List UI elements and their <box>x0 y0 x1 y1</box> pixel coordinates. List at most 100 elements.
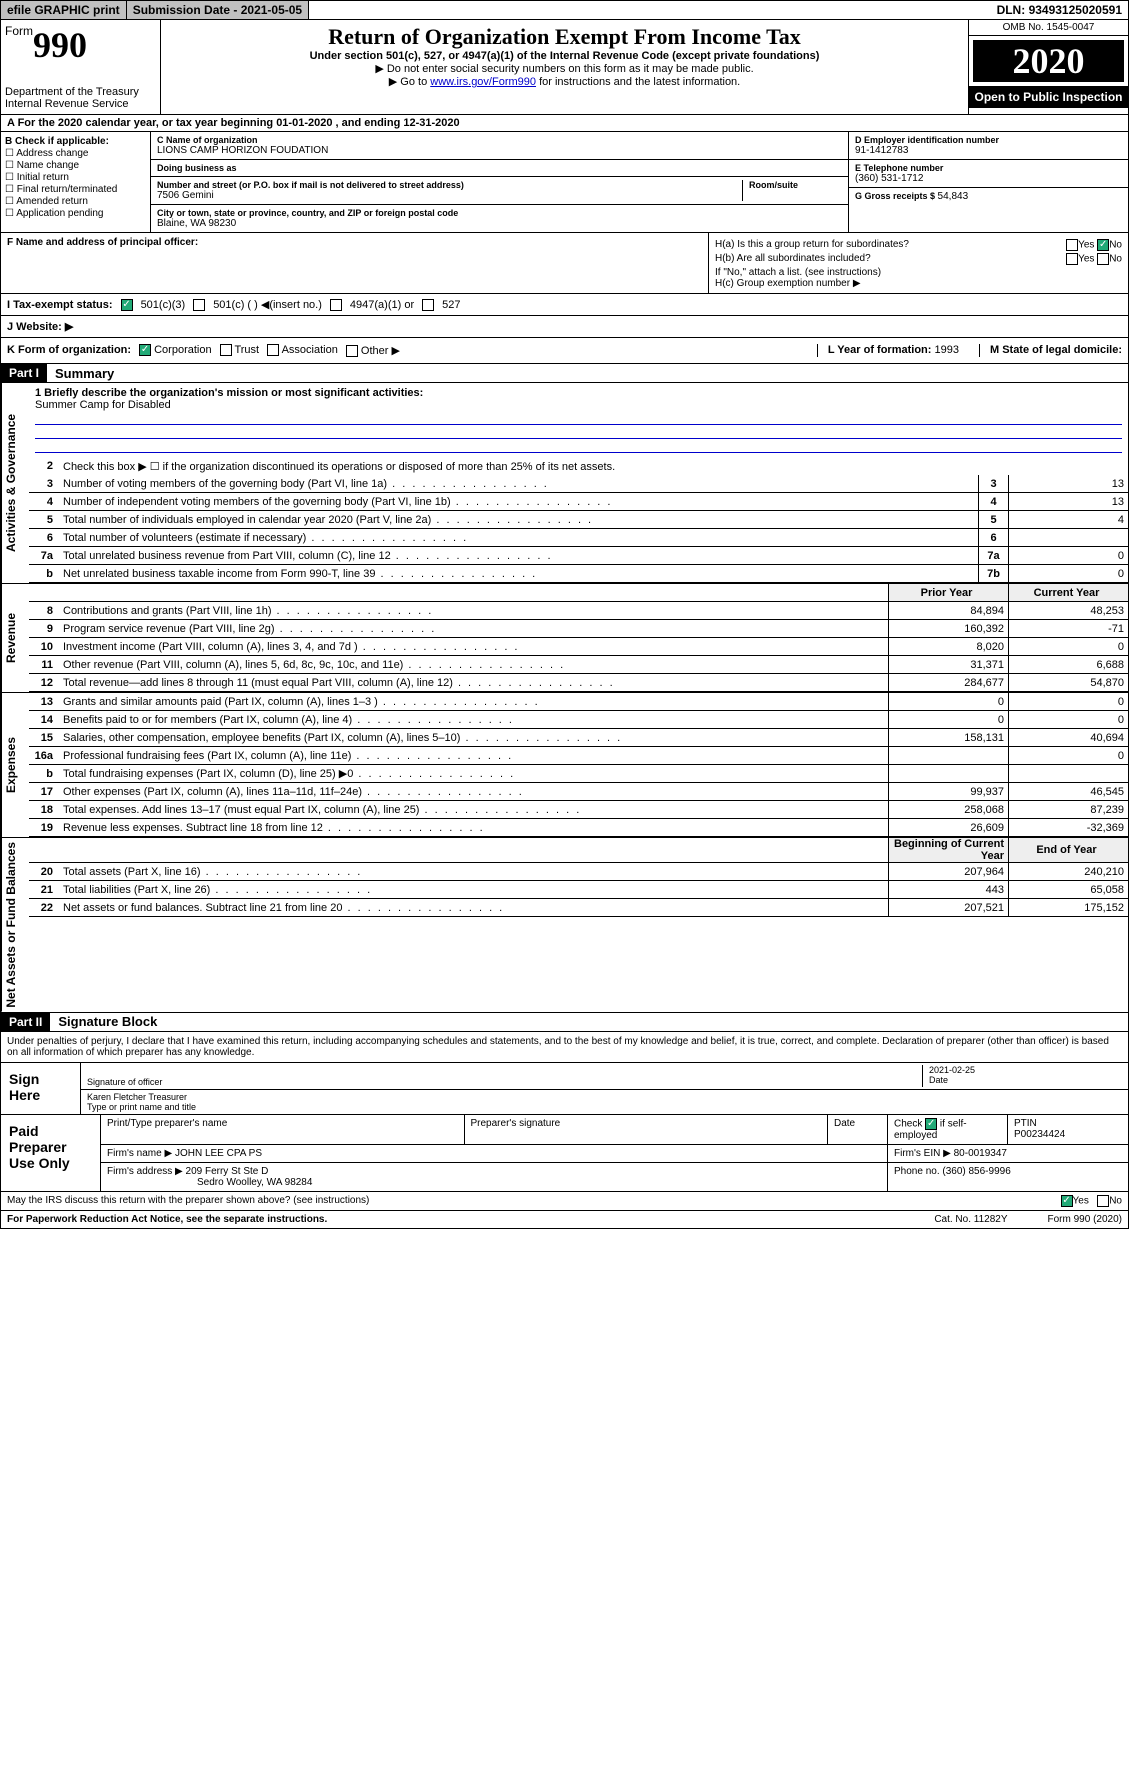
cb-self-employed[interactable]: ✓ <box>925 1118 937 1130</box>
side-expenses: Expenses <box>1 693 29 837</box>
penalty-text: Under penalties of perjury, I declare th… <box>1 1032 1128 1063</box>
cb-other[interactable] <box>346 345 358 357</box>
dln: DLN: 93493125020591 <box>991 1 1128 19</box>
box-c: C Name of organization LIONS CAMP HORIZO… <box>151 132 848 232</box>
sig-date: 2021-02-25 <box>929 1065 1122 1075</box>
paid-preparer-label: Paid Preparer Use Only <box>1 1115 101 1191</box>
street: 7506 Gemini <box>157 190 742 201</box>
box-b: B Check if applicable: ☐ Address change … <box>1 132 151 232</box>
hb-no[interactable] <box>1097 253 1109 265</box>
year-formation: 1993 <box>934 344 958 356</box>
hb-label: H(b) Are all subordinates included? <box>715 253 871 265</box>
line-20: 20Total assets (Part X, line 16)207,9642… <box>29 863 1128 881</box>
ha-label: H(a) Is this a group return for subordin… <box>715 239 909 251</box>
gross-receipts: 54,843 <box>938 191 969 202</box>
firm-name: JOHN LEE CPA PS <box>175 1148 262 1159</box>
cb-initial-return[interactable]: ☐ Initial return <box>5 172 146 183</box>
line-11: 11Other revenue (Part VIII, column (A), … <box>29 656 1128 674</box>
cb-trust[interactable] <box>220 344 232 356</box>
cb-527[interactable] <box>422 299 434 311</box>
ha-no[interactable]: ✓ <box>1097 239 1109 251</box>
submission-date: Submission Date - 2021-05-05 <box>126 1 309 19</box>
form-number: 990 <box>33 25 87 65</box>
signature-block: Under penalties of perjury, I declare th… <box>0 1032 1129 1115</box>
top-bar: efile GRAPHIC print Submission Date - 20… <box>0 0 1129 20</box>
row-j-website: J Website: ▶ <box>0 316 1129 338</box>
side-revenue: Revenue <box>1 584 29 692</box>
ha-yes[interactable] <box>1066 239 1078 251</box>
efile-label[interactable]: efile GRAPHIC print <box>1 1 126 19</box>
line-18: 18Total expenses. Add lines 13–17 (must … <box>29 801 1128 819</box>
row-a-period: A For the 2020 calendar year, or tax yea… <box>0 115 1129 132</box>
part-ii-header: Part II Signature Block <box>0 1013 1129 1032</box>
cb-501c3[interactable]: ✓ <box>121 299 133 311</box>
ein: 91-1412783 <box>855 145 1122 156</box>
line-9: 9Program service revenue (Part VIII, lin… <box>29 620 1128 638</box>
side-governance: Activities & Governance <box>1 383 29 583</box>
discuss-no[interactable] <box>1097 1195 1109 1207</box>
cat-no: Cat. No. 11282Y <box>934 1214 1007 1225</box>
line-16a: 16aProfessional fundraising fees (Part I… <box>29 747 1128 765</box>
revenue-section: Revenue Prior YearCurrent Year 8Contribu… <box>0 584 1129 693</box>
cb-address-change[interactable]: ☐ Address change <box>5 148 146 159</box>
section-f-h: F Name and address of principal officer:… <box>0 233 1129 294</box>
officer-name: Karen Fletcher Treasurer <box>87 1092 1122 1102</box>
line-13: 13Grants and similar amounts paid (Part … <box>29 693 1128 711</box>
expenses-section: Expenses 13Grants and similar amounts pa… <box>0 693 1129 838</box>
cb-corp[interactable]: ✓ <box>139 344 151 356</box>
cb-name-change[interactable]: ☐ Name change <box>5 160 146 171</box>
goto-note: ▶ Go to www.irs.gov/Form990 for instruct… <box>165 75 964 88</box>
sign-here-label: Sign Here <box>1 1063 81 1114</box>
line-7a: 7aTotal unrelated business revenue from … <box>29 547 1128 565</box>
line-19: 19Revenue less expenses. Subtract line 1… <box>29 819 1128 837</box>
cb-4947[interactable] <box>330 299 342 311</box>
sig-officer-label: Signature of officer <box>87 1077 922 1087</box>
line-21: 21Total liabilities (Part X, line 26)443… <box>29 881 1128 899</box>
side-netassets: Net Assets or Fund Balances <box>1 838 29 1012</box>
dept-label: Department of the Treasury <box>5 86 156 98</box>
hc-label: H(c) Group exemption number ▶ <box>715 278 1122 289</box>
form-ref: Form 990 (2020) <box>1048 1214 1122 1225</box>
line-5: 5Total number of individuals employed in… <box>29 511 1128 529</box>
cb-501c[interactable] <box>193 299 205 311</box>
line-7b: bNet unrelated business taxable income f… <box>29 565 1128 583</box>
form-word: Form <box>5 24 33 38</box>
irs-link[interactable]: www.irs.gov/Form990 <box>430 76 536 88</box>
cb-final-return[interactable]: ☐ Final return/terminated <box>5 184 146 195</box>
hb-yes[interactable] <box>1066 253 1078 265</box>
firm-ein: 80-0019347 <box>954 1148 1007 1159</box>
line-3: 3Number of voting members of the governi… <box>29 475 1128 493</box>
ssn-note: ▶ Do not enter social security numbers o… <box>165 62 964 75</box>
line-10: 10Investment income (Part VIII, column (… <box>29 638 1128 656</box>
preparer-block: Paid Preparer Use Only Print/Type prepar… <box>0 1115 1129 1192</box>
line-b: bTotal fundraising expenses (Part IX, co… <box>29 765 1128 783</box>
line-4: 4Number of independent voting members of… <box>29 493 1128 511</box>
line-6: 6Total number of volunteers (estimate if… <box>29 529 1128 547</box>
city: Blaine, WA 98230 <box>157 218 842 229</box>
tax-year: 2020 <box>969 36 1128 86</box>
telephone: (360) 531-1712 <box>855 173 1122 184</box>
cb-app-pending[interactable]: ☐ Application pending <box>5 208 146 219</box>
cb-assoc[interactable] <box>267 344 279 356</box>
part-i-header: Part I Summary <box>0 364 1129 383</box>
governance-section: Activities & Governance 1 Briefly descri… <box>0 383 1129 584</box>
hb-note: If "No," attach a list. (see instruction… <box>715 267 1122 278</box>
pra-notice: For Paperwork Reduction Act Notice, see … <box>7 1214 327 1225</box>
section-b-to-g: B Check if applicable: ☐ Address change … <box>0 132 1129 233</box>
row-i-status: I Tax-exempt status: ✓501(c)(3) 501(c) (… <box>0 294 1129 316</box>
ptin: P00234424 <box>1014 1129 1122 1140</box>
irs-label: Internal Revenue Service <box>5 98 156 110</box>
firm-phone: (360) 856-9996 <box>942 1166 1010 1177</box>
netassets-section: Net Assets or Fund Balances Beginning of… <box>0 838 1129 1013</box>
row-k: K Form of organization: ✓ Corporation Tr… <box>0 338 1129 364</box>
line-17: 17Other expenses (Part IX, column (A), l… <box>29 783 1128 801</box>
discuss-question: May the IRS discuss this return with the… <box>7 1195 369 1207</box>
line-14: 14Benefits paid to or for members (Part … <box>29 711 1128 729</box>
discuss-yes[interactable]: ✓ <box>1061 1195 1073 1207</box>
line-22: 22Net assets or fund balances. Subtract … <box>29 899 1128 917</box>
box-f-label: F Name and address of principal officer: <box>7 237 198 248</box>
form-header: Form990 Department of the Treasury Inter… <box>0 20 1129 115</box>
cb-amended[interactable]: ☐ Amended return <box>5 196 146 207</box>
line-12: 12Total revenue—add lines 8 through 11 (… <box>29 674 1128 692</box>
mission-text: Summer Camp for Disabled <box>35 399 1122 411</box>
